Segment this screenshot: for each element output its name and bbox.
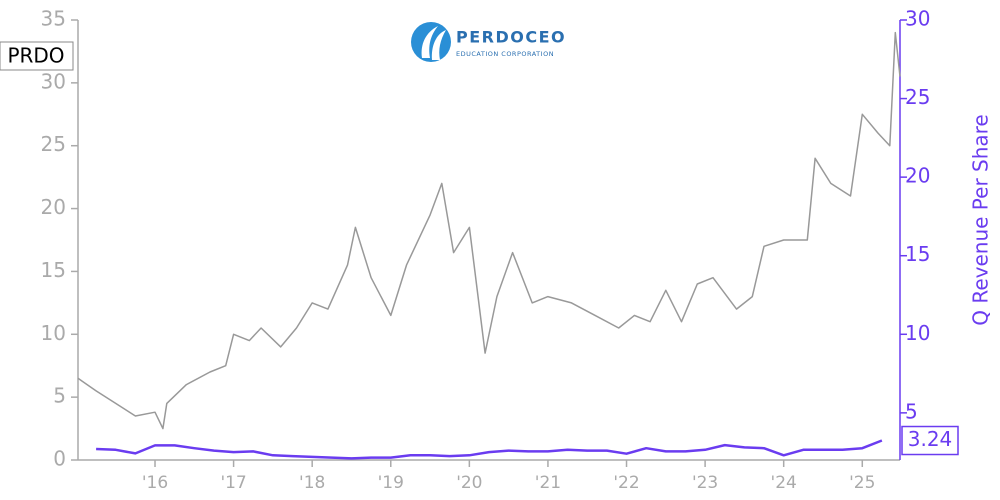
x-tick-label: '25 — [849, 473, 875, 493]
logo-icon — [411, 22, 451, 62]
y-tick-label: 15 — [41, 258, 66, 282]
y-tick-label: 35 — [41, 7, 66, 31]
y-tick-label: 25 — [41, 132, 66, 156]
ticker-box — [0, 41, 74, 71]
x-tick-label: '17 — [220, 473, 246, 493]
y2-tick-label: 20 — [905, 164, 930, 188]
logo: PERDOCEO EDUCATION CORPORATION — [411, 22, 566, 62]
y-tick-label: 20 — [41, 195, 66, 219]
logo-swoosh — [431, 30, 446, 60]
y-tick-label: 0 — [53, 447, 66, 471]
line-series — [77, 31, 901, 430]
y2-tick-label: 30 — [905, 7, 930, 31]
x-tick-label: '20 — [456, 473, 482, 493]
x-tick-label: '18 — [299, 473, 325, 493]
ticker-label: PRDO — [7, 44, 64, 68]
logo-title: PERDOCEO — [456, 28, 566, 47]
y2-axis-title: Q Revenue Per Share — [969, 114, 993, 326]
x-tick-label: '24 — [771, 473, 797, 493]
last-value-label: 3.24 — [908, 427, 953, 451]
x-tick-label: '21 — [535, 473, 561, 493]
logo-swoosh — [421, 26, 438, 58]
x-tick-label: '23 — [692, 473, 718, 493]
x-tick-label: '19 — [378, 473, 404, 493]
y2-tick-label: 5 — [905, 399, 918, 423]
line-series — [96, 439, 883, 460]
y-tick-label: 10 — [41, 321, 66, 345]
y2-tick-label: 15 — [905, 242, 930, 266]
y2-tick-label: 10 — [905, 321, 930, 345]
last-value-box — [901, 425, 959, 456]
y-tick-label: 30 — [41, 69, 66, 93]
y-tick-label: 5 — [53, 384, 66, 408]
y2-tick-label: 25 — [905, 85, 930, 109]
x-tick-label: '16 — [142, 473, 168, 493]
logo-subtitle: EDUCATION CORPORATION — [456, 50, 554, 58]
x-tick-label: '22 — [613, 473, 639, 493]
